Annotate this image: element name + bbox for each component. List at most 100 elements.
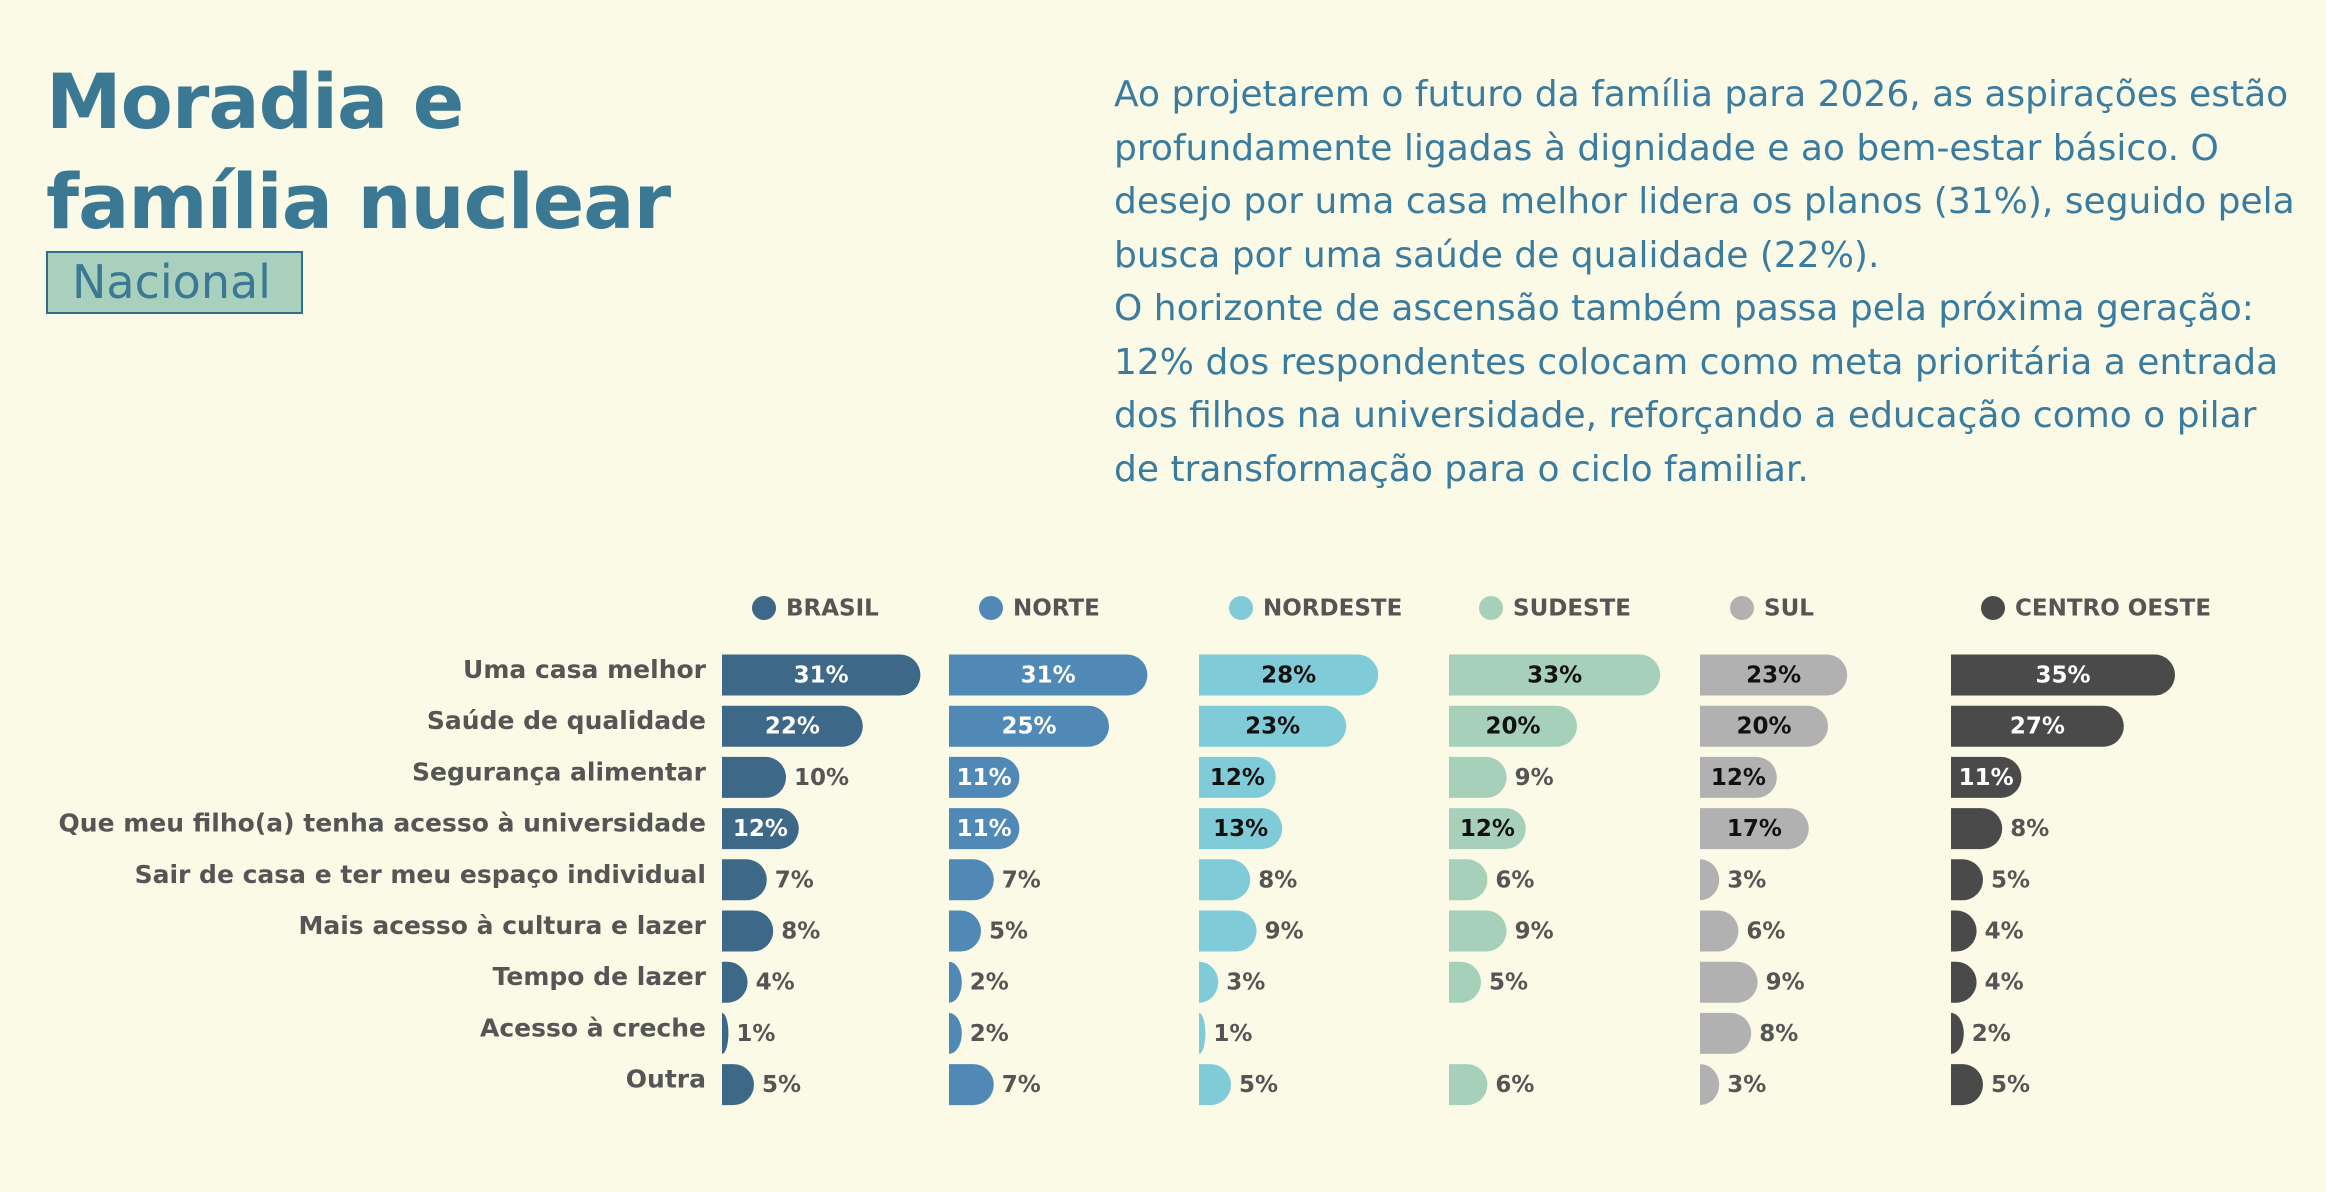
title: Moradia e família nuclear (46, 52, 671, 252)
bar (1449, 654, 1661, 696)
bar (1951, 910, 1977, 952)
bar (1700, 910, 1739, 952)
bar (722, 808, 799, 850)
category-label: Que meu filho(a) tenha acesso à universi… (59, 809, 706, 838)
value-label: 2% (970, 970, 1009, 996)
value-label: 33% (1527, 663, 1582, 689)
value-label: 5% (989, 919, 1028, 945)
bar (722, 1064, 754, 1106)
bar (949, 705, 1109, 747)
bar (722, 654, 921, 696)
value-label: 5% (1239, 1072, 1278, 1098)
value-label: 8% (1759, 1021, 1798, 1047)
value-label: 7% (1002, 1072, 1041, 1098)
bar (1199, 1064, 1231, 1106)
value-label: 35% (2035, 663, 2090, 689)
value-label: 3% (1226, 970, 1265, 996)
value-label: 23% (1245, 714, 1300, 740)
bar (1199, 1012, 1206, 1054)
value-label: 22% (765, 714, 820, 740)
value-label: 10% (794, 765, 849, 791)
value-label: 5% (1489, 970, 1528, 996)
bar (949, 808, 1020, 850)
value-label: 6% (1495, 1072, 1534, 1098)
bar (1951, 654, 2175, 696)
legend-marker (1479, 596, 1503, 620)
bar (722, 756, 786, 798)
bar (1199, 756, 1276, 798)
bar (949, 910, 981, 952)
value-label: 8% (2010, 816, 2049, 842)
bar (722, 1012, 729, 1054)
bar (1199, 859, 1251, 901)
value-label: 5% (1991, 1072, 2030, 1098)
value-label: 12% (1210, 765, 1265, 791)
legend-label: NORDESTE (1263, 596, 1402, 622)
value-label: 1% (736, 1021, 775, 1047)
value-label: 5% (762, 1072, 801, 1098)
legend-label: BRASIL (786, 596, 879, 622)
legend-marker (1981, 596, 2005, 620)
bar (1449, 1064, 1488, 1106)
value-label: 31% (1021, 663, 1076, 689)
value-label: 28% (1261, 663, 1316, 689)
value-label: 8% (781, 919, 820, 945)
bar (1700, 961, 1758, 1003)
value-label: 23% (1746, 663, 1801, 689)
bar (1449, 756, 1507, 798)
bar (1449, 705, 1577, 747)
bar (722, 859, 767, 901)
value-label: 3% (1727, 1072, 1766, 1098)
description: Ao projetarem o futuro da família para 2… (1114, 68, 2304, 496)
value-label: 20% (1736, 714, 1791, 740)
legend-marker (752, 596, 776, 620)
value-label: 31% (794, 663, 849, 689)
legend-label: SUL (1764, 596, 1814, 622)
badge: Nacional (46, 251, 303, 314)
bar (1700, 859, 1720, 901)
value-label: 8% (1258, 867, 1297, 893)
value-label: 2% (1972, 1021, 2011, 1047)
bar (949, 961, 962, 1003)
value-label: 6% (1746, 919, 1785, 945)
bar (1700, 705, 1828, 747)
bar (722, 705, 863, 747)
bar (1199, 910, 1257, 952)
bar (1449, 859, 1488, 901)
paragraph: O horizonte de ascensão também passa pel… (1114, 288, 2279, 490)
category-label: Outra (626, 1065, 706, 1094)
bar (1449, 808, 1526, 850)
bar (1951, 859, 1983, 901)
bar (1951, 808, 2003, 850)
value-label: 9% (1766, 970, 1805, 996)
value-label: 4% (1985, 919, 2024, 945)
value-label: 11% (957, 816, 1012, 842)
legend-label: SUDESTE (1513, 596, 1631, 622)
value-label: 9% (1515, 765, 1554, 791)
bar (949, 859, 994, 901)
bar (1951, 756, 2022, 798)
value-label: 1% (1213, 1021, 1252, 1047)
bar (1951, 1012, 1964, 1054)
category-label: Uma casa melhor (463, 655, 707, 684)
value-label: 13% (1213, 816, 1268, 842)
value-label: 25% (1001, 714, 1056, 740)
bar (1199, 654, 1379, 696)
title-line: Moradia e (46, 57, 464, 146)
category-label: Acesso à creche (480, 1013, 706, 1042)
bar (949, 654, 1148, 696)
value-label: 11% (1959, 765, 2014, 791)
bar (1700, 654, 1848, 696)
value-label: 17% (1727, 816, 1782, 842)
value-label: 7% (775, 867, 814, 893)
value-label: 4% (1985, 970, 2024, 996)
value-label: 6% (1495, 867, 1534, 893)
bar (1700, 1064, 1720, 1106)
bar (722, 961, 748, 1003)
value-label: 7% (1002, 867, 1041, 893)
value-label: 5% (1991, 867, 2030, 893)
bar (722, 910, 774, 952)
legend-label: CENTRO OESTE (2015, 596, 2211, 622)
category-label: Saúde de qualidade (427, 706, 706, 735)
